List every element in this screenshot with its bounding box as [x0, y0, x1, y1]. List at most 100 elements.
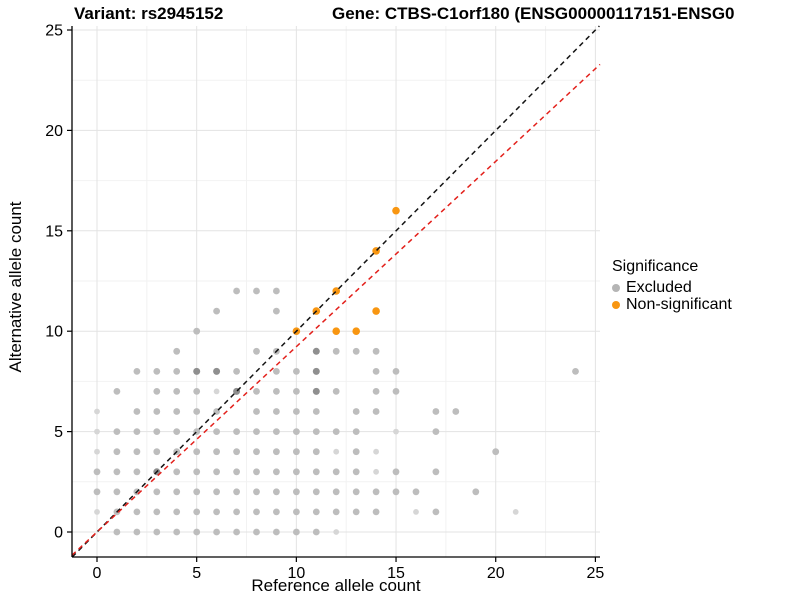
excluded-point — [273, 488, 280, 496]
excluded-point — [352, 428, 360, 435]
excluded-point — [153, 368, 161, 375]
excluded-point — [133, 528, 141, 536]
x-tick-label: 25 — [587, 565, 605, 582]
x-tick-label: 0 — [93, 565, 102, 582]
excluded-point — [332, 488, 340, 496]
excluded-point — [372, 368, 380, 375]
legend: Significance Excluded Non-significant — [612, 258, 732, 313]
non-significant-point — [352, 327, 361, 336]
excluded-point — [253, 488, 260, 496]
excluded-point — [133, 508, 141, 516]
legend-item: Non-significant — [612, 296, 732, 313]
non-significant-dot-icon — [612, 300, 620, 309]
excluded-point — [213, 448, 221, 456]
excluded-point — [213, 367, 221, 375]
excluded-point — [293, 448, 300, 456]
excluded-point — [432, 508, 440, 516]
excluded-point — [94, 408, 100, 415]
excluded-point — [193, 528, 201, 536]
excluded-point — [173, 388, 181, 395]
excluded-point — [312, 508, 320, 516]
excluded-point — [233, 287, 241, 295]
excluded-point — [94, 428, 100, 435]
excluded-point — [253, 468, 260, 476]
excluded-point — [193, 448, 201, 456]
excluded-point — [133, 408, 141, 415]
excluded-point — [253, 508, 260, 516]
excluded-point — [432, 468, 440, 476]
excluded-dot-icon — [612, 283, 620, 292]
identity-line — [71, 25, 600, 558]
excluded-point — [312, 347, 320, 355]
excluded-point — [312, 428, 320, 435]
excluded-point — [333, 448, 340, 455]
excluded-point — [233, 488, 241, 496]
x-tick-label: 20 — [487, 565, 505, 582]
excluded-point — [213, 528, 221, 536]
excluded-point — [133, 428, 141, 435]
excluded-point — [113, 468, 121, 476]
excluded-point — [193, 388, 201, 395]
excluded-point — [352, 448, 360, 456]
non-significant-point — [332, 327, 341, 336]
legend-item-label: Non-significant — [626, 296, 732, 313]
excluded-point — [293, 388, 300, 395]
excluded-point — [392, 388, 400, 395]
excluded-point — [193, 327, 201, 335]
x-tick-label: 5 — [192, 565, 201, 582]
excluded-point — [273, 428, 280, 435]
excluded-point — [153, 388, 161, 395]
excluded-point — [213, 488, 221, 496]
y-axis-title: Alternative allele count — [6, 201, 25, 372]
excluded-point — [153, 428, 161, 435]
excluded-point — [253, 528, 260, 536]
excluded-point — [572, 368, 579, 375]
excluded-point — [133, 468, 141, 476]
excluded-point — [233, 428, 241, 435]
excluded-point — [293, 408, 300, 415]
excluded-point — [392, 488, 400, 496]
legend-title: Significance — [612, 258, 699, 275]
excluded-point — [412, 488, 420, 496]
gene-title: Gene: CTBS-C1orf180 (ENSG00000117151-ENS… — [332, 4, 735, 23]
y-tick-label: 25 — [45, 23, 63, 40]
legend-item-label: Excluded — [626, 279, 692, 296]
excluded-point — [273, 508, 280, 516]
expected-ratio-line — [71, 63, 601, 556]
excluded-point — [293, 368, 300, 375]
excluded-point — [372, 488, 380, 496]
excluded-point — [233, 528, 241, 536]
excluded-point — [133, 368, 141, 375]
excluded-point — [312, 488, 320, 496]
excluded-point — [372, 347, 380, 355]
excluded-point — [273, 287, 280, 295]
excluded-point — [373, 468, 379, 475]
excluded-point — [94, 509, 100, 515]
excluded-point — [393, 428, 399, 435]
excluded-point — [352, 347, 360, 355]
excluded-point — [372, 388, 380, 395]
excluded-point — [253, 448, 260, 456]
excluded-point — [332, 388, 340, 395]
excluded-point — [352, 508, 360, 516]
excluded-point — [233, 508, 241, 516]
legend-item: Excluded — [612, 279, 732, 296]
excluded-point — [133, 448, 141, 456]
excluded-point — [293, 528, 300, 536]
excluded-point — [293, 468, 300, 476]
excluded-point — [273, 388, 280, 395]
excluded-point — [273, 368, 280, 375]
excluded-point — [94, 448, 100, 455]
non-significant-point — [392, 206, 400, 215]
excluded-point — [312, 387, 320, 395]
excluded-point — [213, 468, 221, 476]
excluded-point — [392, 368, 400, 375]
excluded-point — [173, 428, 181, 435]
excluded-point — [312, 408, 320, 415]
excluded-point — [333, 529, 340, 535]
excluded-point — [173, 528, 181, 536]
excluded-point — [213, 428, 221, 435]
excluded-point — [173, 347, 181, 355]
non-significant-point — [372, 307, 380, 315]
